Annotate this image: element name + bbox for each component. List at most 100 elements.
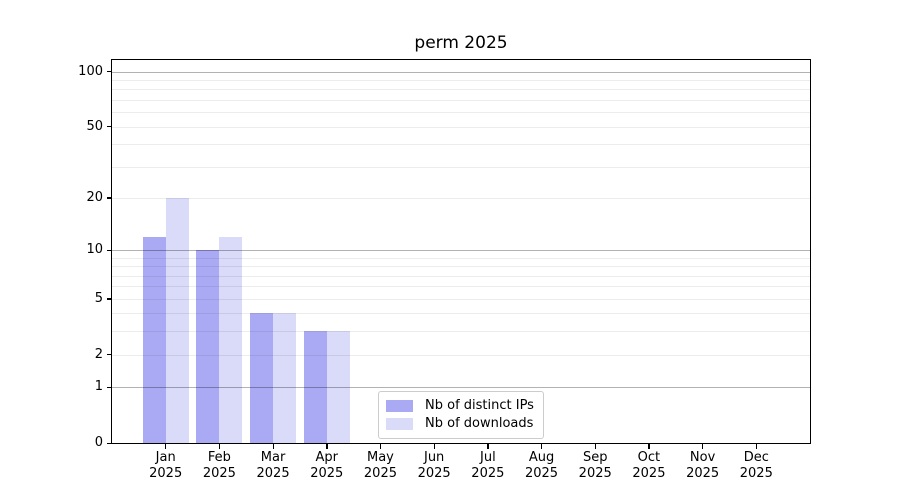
y-tick-mark <box>107 442 112 444</box>
gridline-minor <box>112 257 810 259</box>
x-tick-label: Mar 2025 <box>241 450 305 482</box>
x-tick-mark <box>165 444 167 449</box>
x-tick-year: 2025 <box>256 466 290 481</box>
gridline-minor <box>112 354 810 356</box>
x-tick-year: 2025 <box>417 466 451 481</box>
legend-entry-distinct-ips: Nb of distinct IPs <box>386 398 534 414</box>
bar-distinct-ips-jan <box>142 236 166 443</box>
x-tick-label: Oct 2025 <box>617 450 681 482</box>
x-tick-month: Feb <box>207 450 231 465</box>
y-tick-label: 0 <box>94 435 103 450</box>
x-tick-month: Sep <box>582 450 608 465</box>
legend: Nb of distinct IPs Nb of downloads <box>378 391 544 439</box>
x-tick-mark <box>218 444 221 449</box>
x-tick-label: Apr 2025 <box>295 450 359 482</box>
gridline-minor <box>112 79 810 81</box>
y-tick-mark <box>107 354 112 356</box>
x-tick-mark <box>272 444 274 449</box>
y-tick-mark <box>107 71 112 73</box>
x-tick-month: Nov <box>689 450 716 465</box>
y-tick-label: 10 <box>86 242 103 258</box>
x-tick-mark <box>487 444 489 449</box>
bar-downloads-jan <box>165 198 189 443</box>
gridline-minor <box>112 331 810 333</box>
x-tick-year: 2025 <box>363 466 397 481</box>
x-tick-mark <box>379 444 382 449</box>
x-tick-mark <box>326 444 328 449</box>
gridline-major <box>112 250 810 252</box>
x-tick-mark <box>594 444 597 449</box>
y-tick-label: 50 <box>86 118 103 134</box>
y-tick-label: 100 <box>78 63 103 79</box>
x-tick-label: Jun 2025 <box>402 450 466 482</box>
y-tick-label: 20 <box>86 189 103 205</box>
gridline-minor <box>112 286 810 288</box>
x-tick-month: Apr <box>315 450 339 465</box>
x-tick-month: Oct <box>637 450 661 465</box>
x-tick-year: 2025 <box>739 466 773 481</box>
y-tick-mark <box>107 126 112 128</box>
x-tick-mark <box>702 444 704 449</box>
x-tick-label: May 2025 <box>348 450 412 482</box>
gridline-minor <box>112 275 810 277</box>
x-tick-label: Aug 2025 <box>510 450 574 482</box>
x-tick-year: 2025 <box>524 466 559 481</box>
legend-swatch-downloads <box>386 418 413 430</box>
legend-swatch-distinct-ips <box>386 400 413 412</box>
gridline-minor <box>112 313 810 315</box>
x-tick-month: Jun <box>423 450 445 465</box>
x-tick-year: 2025 <box>632 466 666 481</box>
x-tick-mark <box>433 444 435 449</box>
bar-downloads-mar <box>273 313 297 443</box>
x-tick-label: Feb 2025 <box>187 450 251 482</box>
x-tick-year: 2025 <box>578 466 612 481</box>
x-tick-label: Nov 2025 <box>671 450 735 482</box>
bar-distinct-ips-feb <box>196 250 220 443</box>
x-tick-year: 2025 <box>149 466 183 481</box>
gridline-minor <box>112 298 810 300</box>
bar-distinct-ips-apr <box>303 331 327 443</box>
x-tick-month: May <box>367 450 394 465</box>
bar-downloads-apr <box>326 331 350 443</box>
x-tick-label: Sep 2025 <box>563 450 627 482</box>
x-tick-month: Jul <box>480 450 496 465</box>
x-tick-month: Mar <box>260 450 286 465</box>
gridline-major <box>112 71 810 73</box>
bar-downloads-feb <box>219 236 243 443</box>
x-tick-month: Aug <box>528 450 555 465</box>
x-tick-label: Dec 2025 <box>724 450 788 482</box>
gridline-minor <box>112 126 810 128</box>
gridline-minor <box>112 89 810 91</box>
x-tick-year: 2025 <box>202 466 236 481</box>
gridline-minor <box>112 144 810 146</box>
legend-entry-downloads: Nb of downloads <box>386 416 534 432</box>
gridline-minor <box>112 99 810 101</box>
plot-area <box>112 60 810 443</box>
legend-label-distinct-ips: Nb of distinct IPs <box>425 398 534 413</box>
x-tick-year: 2025 <box>686 466 720 481</box>
gridline-minor <box>112 197 810 199</box>
x-tick-month: Dec <box>743 450 769 465</box>
gridline-minor <box>112 166 810 168</box>
gridline-minor <box>112 266 810 268</box>
y-tick-mark <box>107 249 112 251</box>
x-tick-month: Jan <box>155 450 176 465</box>
y-tick-label: 2 <box>94 346 103 362</box>
gridline-major <box>112 387 810 389</box>
x-tick-mark <box>648 444 650 449</box>
y-tick-mark <box>107 197 112 199</box>
legend-label-downloads: Nb of downloads <box>425 416 534 431</box>
x-tick-mark <box>541 444 543 449</box>
x-tick-label: Jan 2025 <box>134 450 198 482</box>
y-tick-mark <box>107 298 112 300</box>
y-tick-mark <box>107 386 112 389</box>
gridline-minor <box>112 112 810 114</box>
bar-distinct-ips-mar <box>250 313 274 443</box>
x-tick-year: 2025 <box>310 466 344 481</box>
x-tick-mark <box>755 444 758 449</box>
y-tick-label: 1 <box>94 379 103 395</box>
y-tick-label: 5 <box>94 290 103 306</box>
x-tick-label: Jul 2025 <box>456 450 520 482</box>
chart-title: perm 2025 <box>414 33 508 53</box>
